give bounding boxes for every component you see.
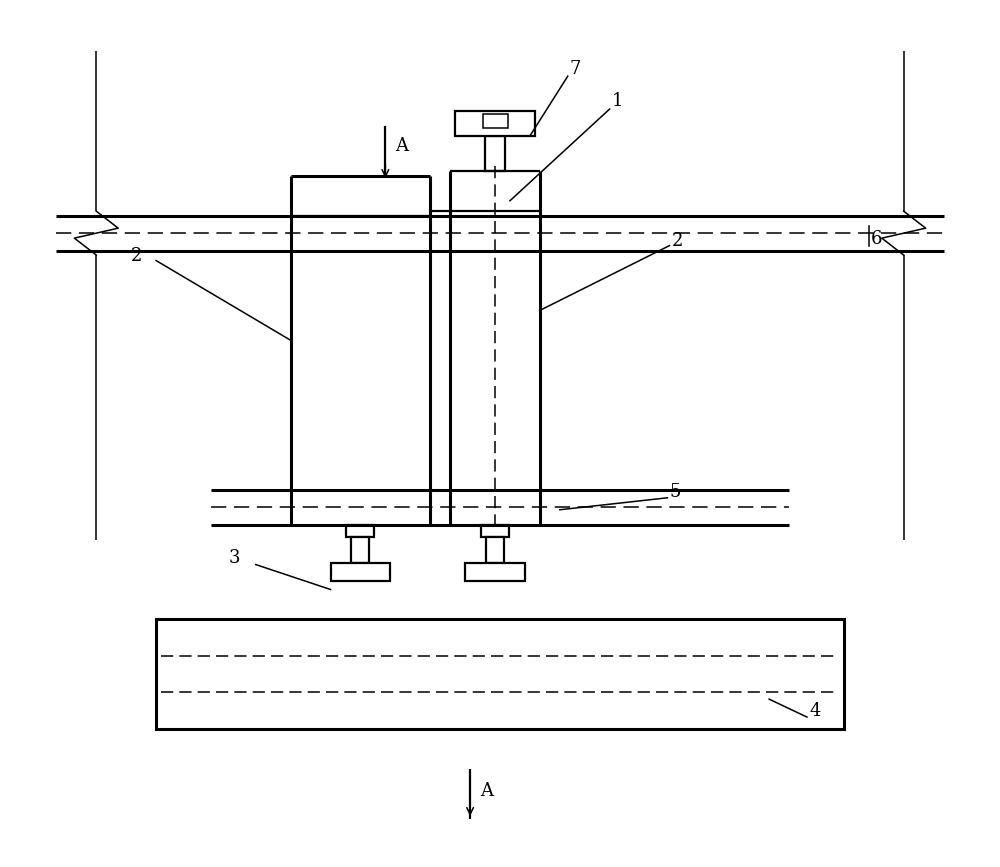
Bar bbox=[483, 114, 508, 128]
Text: 1: 1 bbox=[612, 92, 623, 110]
Text: 4: 4 bbox=[809, 702, 820, 720]
Bar bbox=[351, 537, 369, 563]
Text: 5: 5 bbox=[669, 483, 681, 501]
Text: 6: 6 bbox=[871, 230, 882, 248]
Text: A: A bbox=[480, 782, 493, 800]
Bar bbox=[481, 525, 509, 537]
Bar bbox=[455, 111, 535, 136]
Bar bbox=[485, 136, 505, 171]
Bar bbox=[331, 563, 390, 581]
Text: 2: 2 bbox=[671, 231, 683, 250]
Text: A: A bbox=[395, 137, 408, 155]
Bar bbox=[346, 525, 374, 537]
Bar bbox=[465, 563, 525, 581]
Text: 2: 2 bbox=[131, 246, 143, 264]
Text: 7: 7 bbox=[570, 60, 581, 78]
Bar bbox=[486, 537, 504, 563]
Bar bbox=[156, 619, 844, 729]
Text: 3: 3 bbox=[229, 549, 240, 567]
